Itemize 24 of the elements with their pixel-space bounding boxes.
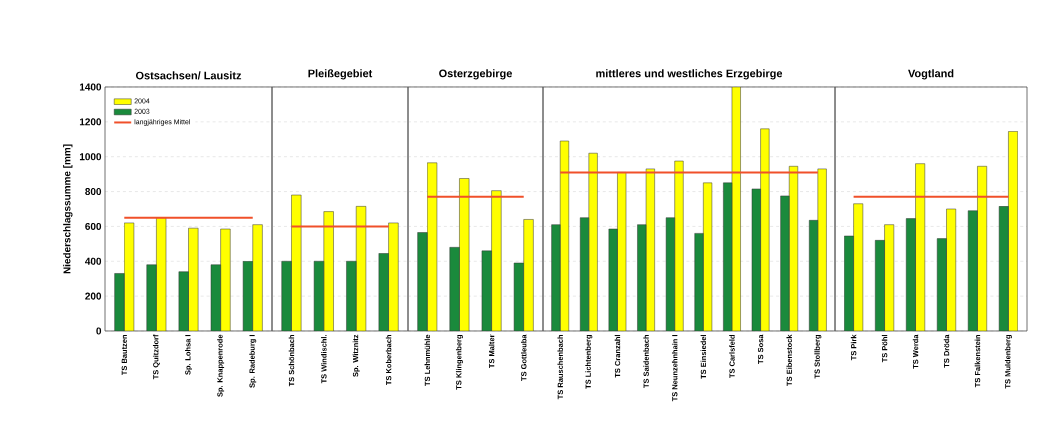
- y-tick-label: 200: [85, 292, 102, 300]
- chart-title: Ostsachsen/ Lausitz: [135, 71, 242, 80]
- bar: [588, 152, 598, 331]
- y-tick-label: 800: [85, 188, 102, 196]
- chart-title: mittleres und westliches Erzgebirge: [596, 69, 783, 80]
- bar: [551, 224, 561, 331]
- chart-title: Vogtland: [908, 69, 954, 80]
- chart-title: Osterzgebirge: [439, 69, 512, 80]
- bar: [780, 195, 790, 331]
- y-tick-label: 600: [85, 222, 102, 230]
- y-tick-label: 1000: [79, 153, 102, 161]
- bar: [388, 222, 399, 331]
- bar: [817, 168, 827, 331]
- bar: [694, 233, 704, 331]
- y-tick-label: 1400: [79, 83, 102, 91]
- y-tick-label: 0: [96, 327, 102, 335]
- bar: [674, 160, 684, 331]
- chart-title: Pleißegebiet: [308, 69, 373, 80]
- bar: [323, 211, 334, 331]
- bar: [760, 128, 770, 331]
- y-tick-label: 1200: [79, 118, 102, 126]
- y-tick-label: 400: [85, 257, 102, 265]
- bar: [291, 194, 302, 331]
- y-axis-title: Niederschlagssumme [mm]: [63, 144, 73, 274]
